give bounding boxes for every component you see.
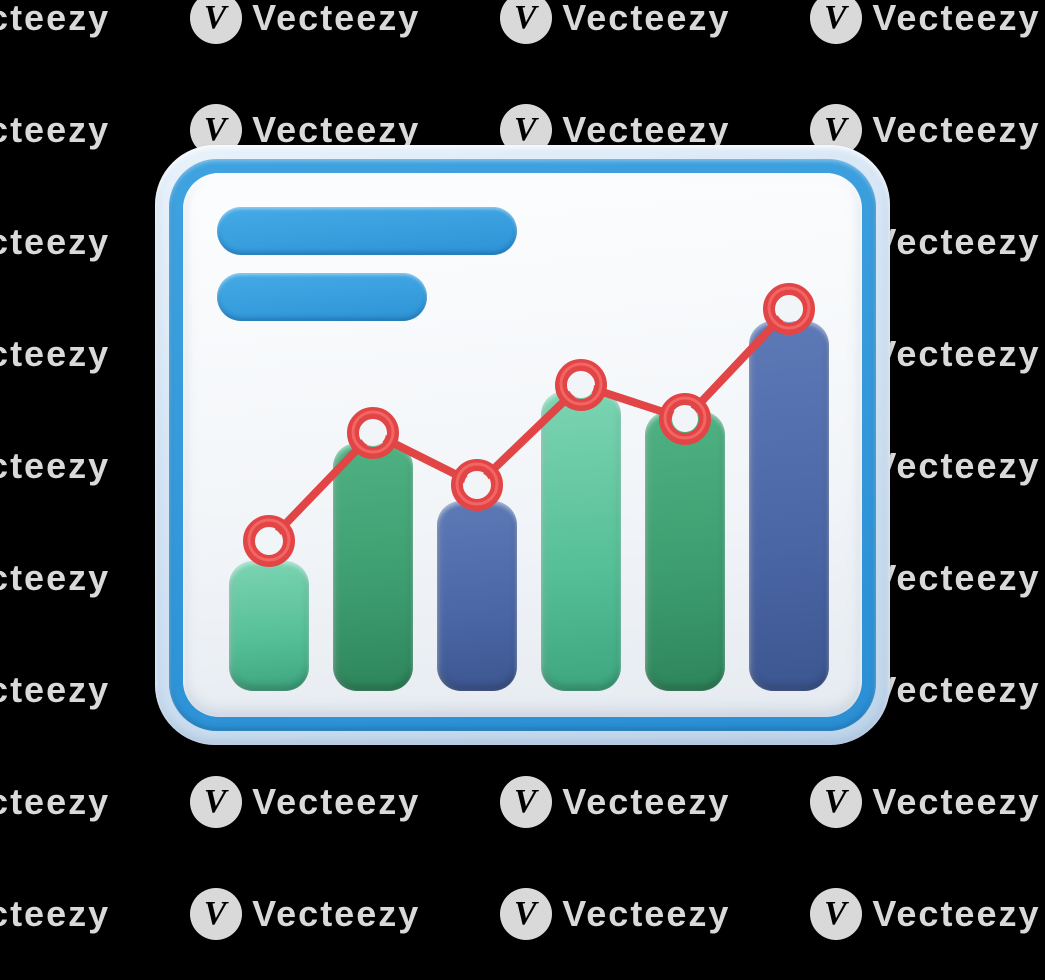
watermark-logo-icon: V: [810, 888, 862, 940]
watermark-unit: VVecteezy: [810, 888, 1040, 940]
watermark-logo-icon: V: [190, 0, 242, 44]
watermark-unit: VVecteezy: [190, 776, 420, 828]
watermark-unit: VVecteezy: [0, 0, 110, 44]
watermark-brand-text: Vecteezy: [872, 669, 1040, 711]
watermark-brand-text: Vecteezy: [872, 109, 1040, 151]
chart-card-face: [183, 173, 862, 717]
watermark-unit: VVecteezy: [0, 888, 110, 940]
watermark-unit: VVecteezy: [500, 776, 730, 828]
watermark-logo-icon: V: [810, 776, 862, 828]
watermark-logo-icon: V: [500, 776, 552, 828]
stage: VVecteezyVVecteezyVVecteezyVVecteezyVVec…: [0, 0, 1045, 980]
watermark-unit: VVecteezy: [500, 888, 730, 940]
watermark-brand-text: Vecteezy: [0, 781, 110, 823]
watermark-brand-text: Vecteezy: [252, 893, 420, 935]
watermark-unit: VVecteezy: [0, 328, 110, 380]
watermark-brand-text: Vecteezy: [872, 333, 1040, 375]
watermark-brand-text: Vecteezy: [562, 781, 730, 823]
watermark-brand-text: Vecteezy: [872, 445, 1040, 487]
watermark-unit: V Vecteezy: [810, 0, 1040, 44]
watermark-unit: VVecteezy: [0, 776, 110, 828]
watermark-unit: VVecteezy: [0, 552, 110, 604]
watermark-brand-text: Vecteezy: [252, 0, 420, 39]
watermark-logo-icon: V: [190, 888, 242, 940]
watermark-brand-text: Vecteezy: [562, 0, 730, 39]
watermark-brand-text: Vecteezy: [872, 893, 1040, 935]
watermark-brand-text: Vecteezy: [872, 221, 1040, 263]
watermark-brand-text: Vecteezy: [872, 557, 1040, 599]
watermark-logo-icon: V: [190, 776, 242, 828]
watermark-unit: V Vecteezy: [500, 0, 730, 44]
watermark-brand-text: Vecteezy: [872, 781, 1040, 823]
watermark-logo-icon: V: [500, 888, 552, 940]
watermark-brand-text: Vecteezy: [252, 781, 420, 823]
watermark-unit: VVecteezy: [810, 776, 1040, 828]
watermark-brand-text: Vecteezy: [0, 0, 110, 39]
chart-card: [155, 145, 890, 745]
watermark-unit: VVecteezy: [190, 888, 420, 940]
watermark-unit: VVecteezy: [0, 104, 110, 156]
trend-line-chart: [183, 173, 862, 717]
watermark-unit: VVecteezy: [0, 216, 110, 268]
watermark-brand-text: Vecteezy: [0, 109, 110, 151]
watermark-brand-text: Vecteezy: [872, 0, 1040, 39]
watermark-unit: V Vecteezy: [190, 0, 420, 44]
watermark-unit: VVecteezy: [0, 440, 110, 492]
watermark-unit: VVecteezy: [0, 664, 110, 716]
watermark-brand-text: Vecteezy: [0, 333, 110, 375]
watermark-brand-text: Vecteezy: [0, 669, 110, 711]
watermark-brand-text: Vecteezy: [562, 893, 730, 935]
watermark-brand-text: Vecteezy: [0, 445, 110, 487]
watermark-brand-text: Vecteezy: [0, 893, 110, 935]
watermark-brand-text: Vecteezy: [0, 221, 110, 263]
watermark-logo-icon: V: [500, 0, 552, 44]
watermark-brand-text: Vecteezy: [0, 557, 110, 599]
watermark-logo-icon: V: [810, 0, 862, 44]
